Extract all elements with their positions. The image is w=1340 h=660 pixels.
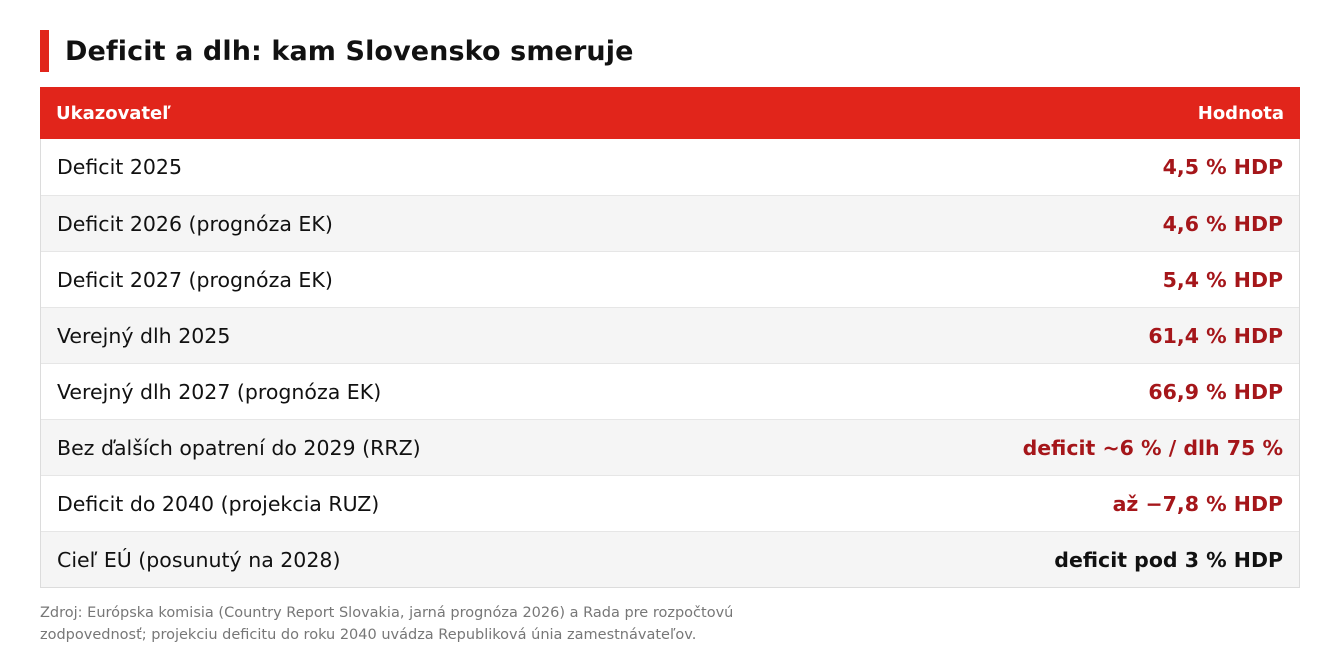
table-row: Cieľ EÚ (posunutý na 2028) deficit pod 3… [41,531,1299,587]
table-body: Deficit 2025 4,5 % HDP Deficit 2026 (pro… [41,139,1299,587]
row-value: 61,4 % HDP [1148,323,1283,348]
title-accent-bar [40,30,49,72]
source-note: Zdroj: Európska komisia (Country Report … [40,602,800,646]
row-indicator: Bez ďalších opatrení do 2029 (RRZ) [57,435,421,460]
row-indicator: Deficit do 2040 (projekcia RUZ) [57,491,380,516]
row-value-target: deficit pod 3 % HDP [1054,547,1283,572]
row-value: až −7,8 % HDP [1112,491,1283,516]
page-title: Deficit a dlh: kam Slovensko smeruje [65,35,634,67]
row-value: 5,4 % HDP [1162,267,1283,292]
source-line: zodpovednosť; projekciu deficitu do roku… [40,627,697,643]
source-line: Zdroj: Európska komisia (Country Report … [40,605,734,621]
table-row: Verejný dlh 2027 (prognóza EK) 66,9 % HD… [41,363,1299,419]
table-row: Deficit 2025 4,5 % HDP [41,139,1299,195]
header-indicator: Ukazovateľ [56,102,171,124]
table-header: Ukazovateľ Hodnota [40,87,1300,139]
row-indicator: Verejný dlh 2025 [57,323,231,348]
table-row: Bez ďalších opatrení do 2029 (RRZ) defic… [41,419,1299,475]
header-value: Hodnota [1197,102,1284,124]
table-row: Deficit 2026 (prognóza EK) 4,6 % HDP [41,195,1299,251]
row-indicator: Deficit 2027 (prognóza EK) [57,267,333,292]
table-row: Deficit do 2040 (projekcia RUZ) až −7,8 … [41,475,1299,531]
title-row: Deficit a dlh: kam Slovensko smeruje [40,30,1300,72]
row-value: deficit ~6 % / dlh 75 % [1022,435,1283,460]
row-indicator: Cieľ EÚ (posunutý na 2028) [57,547,341,572]
table-row: Verejný dlh 2025 61,4 % HDP [41,307,1299,363]
row-indicator: Deficit 2025 [57,155,183,179]
row-indicator: Verejný dlh 2027 (prognóza EK) [57,379,382,404]
row-indicator: Deficit 2026 (prognóza EK) [57,211,333,236]
infobox: Deficit a dlh: kam Slovensko smeruje Uka… [40,30,1300,646]
table-row: Deficit 2027 (prognóza EK) 5,4 % HDP [41,251,1299,307]
row-value: 4,6 % HDP [1162,211,1283,236]
row-value: 66,9 % HDP [1148,379,1283,404]
data-table: Ukazovateľ Hodnota Deficit 2025 4,5 % HD… [40,87,1300,588]
row-value: 4,5 % HDP [1162,155,1283,179]
